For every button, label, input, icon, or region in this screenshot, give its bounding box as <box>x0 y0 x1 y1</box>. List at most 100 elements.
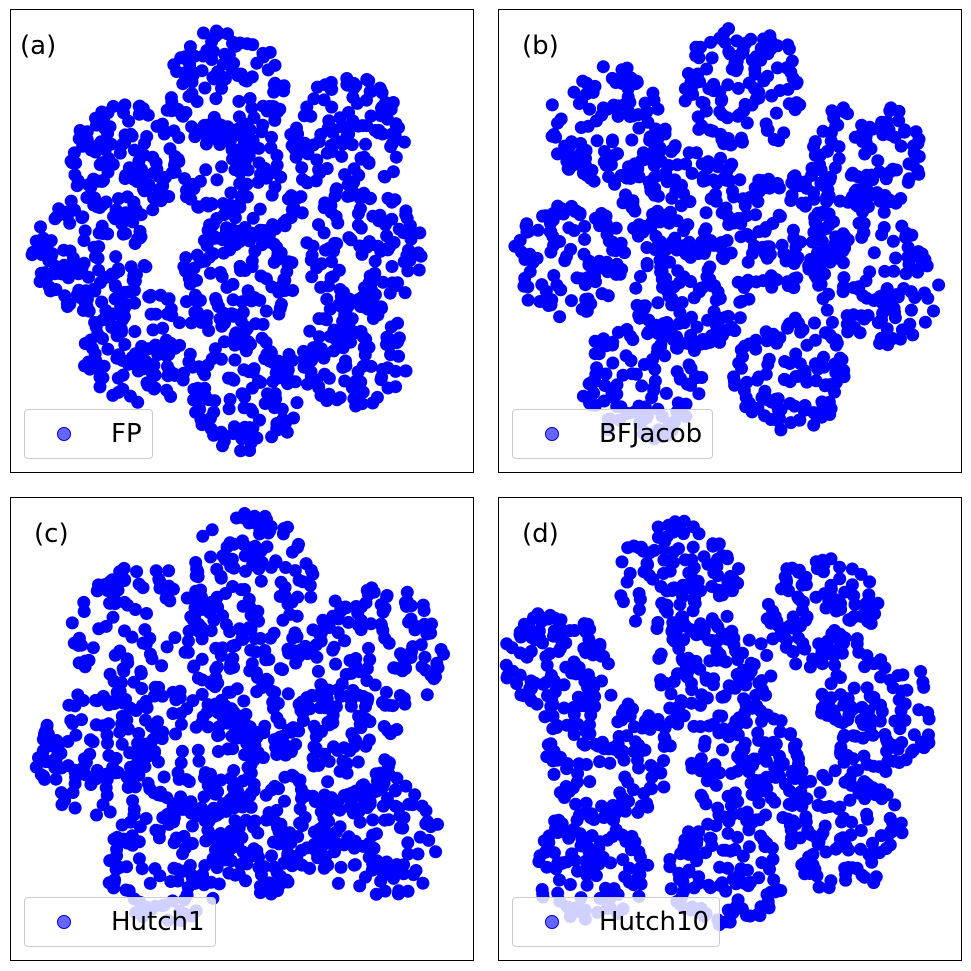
scatter-point <box>399 661 413 675</box>
scatter-point <box>156 321 170 335</box>
scatter-point <box>268 58 282 72</box>
scatter-point <box>422 833 436 847</box>
scatter-point <box>824 677 838 691</box>
scatter-point <box>802 850 816 864</box>
scatter-point <box>202 393 216 407</box>
scatter-point <box>769 770 783 784</box>
scatter-point <box>223 392 237 406</box>
scatter-point <box>651 520 665 534</box>
scatter-point <box>276 663 289 677</box>
scatter-point <box>761 708 775 722</box>
scatter-point <box>164 336 178 350</box>
scatter-point <box>597 332 610 346</box>
scatter-point <box>542 836 556 850</box>
scatter-point <box>228 777 242 791</box>
scatter-point <box>836 256 850 270</box>
scatter-point <box>333 820 347 834</box>
cluster-8 <box>776 764 909 895</box>
scatter-point <box>634 270 647 283</box>
scatter-point <box>408 788 422 802</box>
scatter-point <box>226 277 240 291</box>
scatter-point <box>347 740 361 754</box>
scatter-point <box>288 375 302 389</box>
scatter-point <box>55 761 69 775</box>
scatter-point <box>390 771 404 785</box>
scatter-point <box>239 729 253 743</box>
scatter-point <box>749 208 762 222</box>
scatter-point <box>773 749 786 763</box>
cluster-3 <box>64 98 186 224</box>
scatter-point <box>251 745 265 759</box>
scatter-point <box>215 319 229 333</box>
cluster-7 <box>177 221 300 342</box>
scatter-point <box>571 717 585 731</box>
scatter-point <box>199 196 213 210</box>
scatter-point <box>385 260 399 273</box>
scatter-point <box>90 808 103 822</box>
cluster-2 <box>284 72 411 197</box>
scatter-point <box>611 109 625 123</box>
scatter-point <box>852 282 866 296</box>
scatter-point <box>40 721 54 735</box>
scatter-point <box>703 260 717 274</box>
scatter-point <box>400 585 414 599</box>
scatter-point <box>501 669 515 683</box>
scatter-point <box>82 178 95 192</box>
scatter-point <box>270 158 284 172</box>
scatter-point <box>540 860 554 874</box>
scatter-point <box>834 688 848 702</box>
scatter-point <box>376 275 390 289</box>
scatter-point <box>265 849 278 863</box>
scatter-point <box>211 745 225 758</box>
scatter-point <box>829 842 843 856</box>
scatter-point <box>758 736 772 750</box>
scatter-point <box>593 639 607 653</box>
scatter-point <box>681 67 695 80</box>
scatter-point <box>589 368 603 381</box>
scatter-point <box>844 700 858 714</box>
scatter-point <box>399 364 413 378</box>
scatter-point <box>815 206 829 219</box>
scatter-point <box>646 207 660 221</box>
scatter-point <box>916 675 930 689</box>
scatter-point <box>200 309 214 323</box>
scatter-point <box>307 345 321 359</box>
scatter-point <box>651 296 665 310</box>
scatter-point <box>101 736 114 750</box>
scatter-point <box>106 610 120 624</box>
scatter-point <box>216 641 230 655</box>
scatter-point <box>682 863 696 877</box>
scatter-point <box>329 700 343 714</box>
scatter-point <box>118 624 131 638</box>
scatter-point <box>339 302 353 316</box>
scatter-point <box>536 677 550 691</box>
scatter-point <box>228 868 242 882</box>
scatter-point <box>687 594 701 608</box>
scatter-point <box>331 876 345 890</box>
scatter-point <box>652 651 666 665</box>
scatter-point <box>103 596 117 610</box>
scatter-point <box>846 166 860 180</box>
scatter-point <box>182 624 196 638</box>
scatter-point <box>668 139 682 153</box>
scatter-point <box>429 845 443 859</box>
scatter-point <box>783 728 797 742</box>
scatter-point <box>656 567 670 580</box>
scatter-point <box>815 706 829 720</box>
scatter-point <box>606 356 620 370</box>
scatter-point <box>215 81 228 95</box>
scatter-point <box>833 671 847 684</box>
scatter-point <box>222 402 236 416</box>
scatter-point <box>922 736 936 750</box>
scatter-point <box>92 263 106 277</box>
scatter-point <box>875 228 889 242</box>
scatter-point <box>699 206 713 220</box>
scatter-point <box>828 764 842 778</box>
scatter-point <box>150 119 164 133</box>
scatter-point <box>692 387 706 401</box>
scatter-point <box>258 352 272 366</box>
scatter-point <box>117 561 131 575</box>
scatter-point <box>565 135 578 149</box>
scatter-point <box>356 385 370 399</box>
scatter-point <box>687 561 701 575</box>
